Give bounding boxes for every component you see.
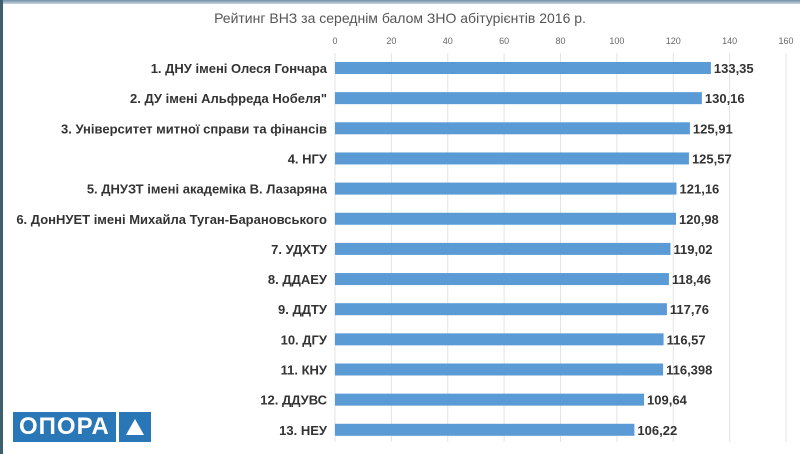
opora-logo: ОПОРА — [13, 412, 151, 442]
category-label: 13. НЕУ — [279, 423, 328, 438]
bar — [335, 62, 711, 74]
bar — [335, 182, 677, 195]
logo-text: ОПОРА — [13, 412, 116, 442]
x-tick-label: 120 — [666, 36, 681, 46]
bar — [335, 303, 667, 316]
bar — [335, 212, 677, 225]
data-label: 118,46 — [672, 272, 711, 287]
frame-top — [0, 0, 800, 4]
category-label: 1. ДНУ імені Олеся Гончара — [151, 61, 328, 76]
data-label: 119,02 — [673, 242, 712, 257]
data-label: 117,76 — [670, 302, 709, 317]
category-label: 4. НГУ — [288, 151, 328, 166]
frame-left — [0, 0, 3, 454]
category-label: 7. УДХТУ — [271, 242, 328, 257]
data-label: 130,16 — [705, 91, 745, 106]
bar — [335, 423, 635, 436]
x-tick-label: 40 — [443, 36, 453, 46]
bar — [335, 152, 689, 165]
triangle-icon — [118, 412, 151, 442]
data-label: 109,64 — [647, 393, 688, 408]
x-tick-label: 80 — [555, 36, 565, 46]
category-label: 10. ДГУ — [281, 332, 328, 347]
data-label: 133,35 — [714, 61, 754, 76]
category-label: 6. ДонНУЕТ імені Михайла Туган-Барановсь… — [16, 212, 327, 227]
category-label: 3. Університет митної справи та фінансів — [61, 121, 327, 136]
category-label: 2. ДУ імені Альфреда Нобеля" — [130, 91, 327, 106]
chart-title: Рейтинг ВНЗ за середнім балом ЗНО абітур… — [214, 10, 586, 26]
bar — [335, 393, 645, 406]
bar — [335, 242, 671, 255]
category-label: 8. ДДАЕУ — [268, 272, 328, 287]
data-label: 116,57 — [667, 332, 706, 347]
data-label: 121,16 — [680, 182, 720, 197]
x-tick-label: 0 — [332, 36, 337, 46]
category-label: 5. ДНУЗТ імені академіка В. Лазаряна — [87, 182, 328, 197]
x-tick-label: 140 — [722, 36, 737, 46]
data-label: 125,91 — [693, 121, 733, 136]
x-tick-label: 20 — [386, 36, 396, 46]
x-tick-label: 60 — [499, 36, 509, 46]
bar — [335, 92, 702, 105]
bar — [335, 363, 664, 376]
bar — [335, 273, 669, 286]
data-label: 120,98 — [679, 212, 719, 227]
data-label: 125,57 — [692, 151, 732, 166]
category-label: 11. КНУ — [281, 363, 328, 378]
x-tick-label: 100 — [609, 36, 624, 46]
data-label: 106,22 — [637, 423, 677, 438]
data-label: 116,398 — [666, 363, 712, 378]
category-label: 9. ДДТУ — [278, 302, 328, 317]
category-label: 12. ДДУВС — [260, 393, 327, 408]
bar — [335, 333, 664, 346]
bar — [335, 122, 690, 135]
x-tick-label: 160 — [778, 36, 793, 46]
